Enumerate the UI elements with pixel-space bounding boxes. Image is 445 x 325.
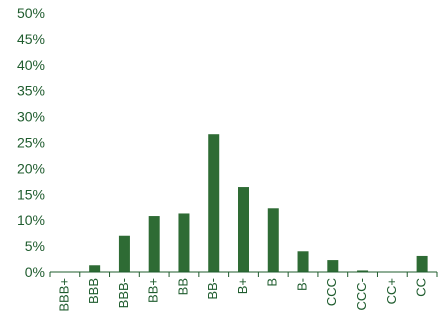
- x-tick-label: BB+: [146, 278, 161, 303]
- y-tick-label: 5%: [25, 238, 45, 254]
- bar: [267, 208, 279, 272]
- bar: [238, 187, 249, 272]
- bar: [327, 260, 339, 272]
- y-tick-label: 35%: [17, 83, 45, 99]
- bar: [297, 251, 309, 272]
- y-axis: 0% 5% 10% 15% 20% 25% 30% 35% 40% 45% 50%: [17, 5, 45, 280]
- y-tick-label: 40%: [17, 57, 45, 73]
- x-tick-label: BB-: [205, 278, 220, 300]
- bars: [89, 134, 428, 272]
- bar: [178, 213, 190, 272]
- x-tick-label: BB: [175, 278, 190, 295]
- x-tick-label: BBB: [86, 278, 101, 304]
- x-tick-label: BBB+: [56, 278, 71, 312]
- y-tick-label: 20%: [17, 160, 45, 176]
- y-tick-label: 0%: [25, 264, 45, 280]
- bar: [208, 134, 220, 272]
- x-tick-label: BBB-: [116, 278, 131, 308]
- y-tick-label: 25%: [17, 135, 45, 151]
- x-tick-label: B: [265, 278, 280, 287]
- y-tick-label: 10%: [17, 212, 45, 228]
- x-tick-label: B-: [294, 278, 309, 291]
- bar: [118, 235, 130, 272]
- y-tick-label: 15%: [17, 186, 45, 202]
- x-tick-label: CC+: [384, 278, 399, 304]
- bar: [416, 255, 428, 272]
- bar: [89, 265, 101, 272]
- x-tick-label: B+: [235, 278, 250, 294]
- y-tick-label: 30%: [17, 109, 45, 125]
- x-tick-label: CC: [414, 278, 429, 297]
- bar: [148, 216, 160, 272]
- y-tick-label: 45%: [17, 31, 45, 47]
- y-tick-label: 50%: [17, 5, 45, 21]
- x-tick-label: CCC-: [354, 278, 369, 311]
- bar: [357, 270, 369, 272]
- x-axis: BBB+ BBB BBB- BB+ BB BB- B+ B B- CCC CCC- CC+ CC: [49, 271, 438, 312]
- x-tick-label: CCC: [324, 278, 339, 306]
